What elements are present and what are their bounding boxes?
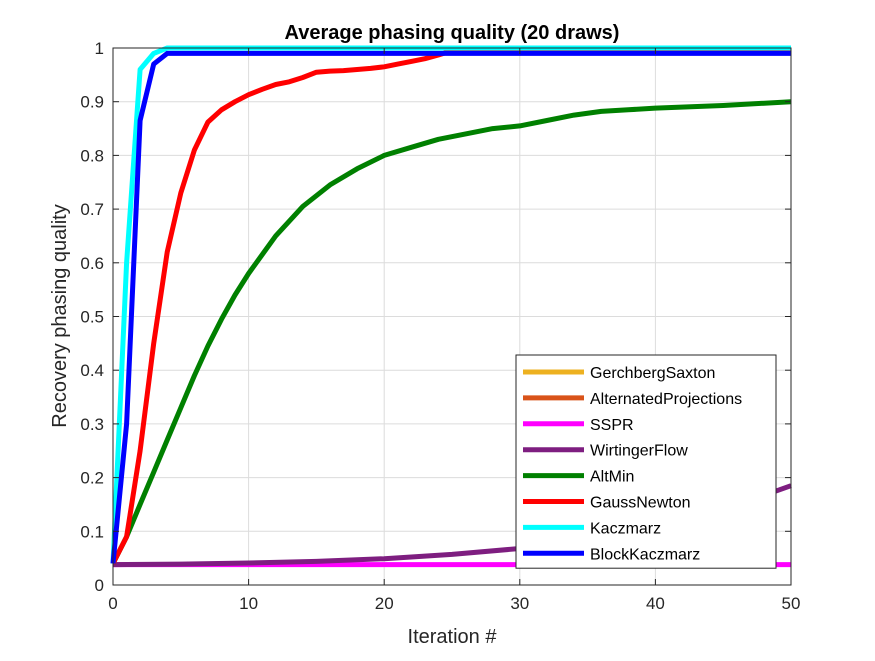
y-tick-label: 1 xyxy=(95,39,104,58)
legend-label-kaczmarz: Kaczmarz xyxy=(590,520,661,537)
y-axis-label: Recovery phasing quality xyxy=(49,204,71,427)
y-tick-label: 0.4 xyxy=(80,361,104,380)
y-tick-label: 0 xyxy=(95,576,104,595)
y-tick-label: 0.5 xyxy=(80,308,104,327)
chart-title: Average phasing quality (20 draws) xyxy=(285,22,620,44)
legend-label-sspr: SSPR xyxy=(590,417,634,434)
legend: GerchbergSaxton AlternatedProjections SSPR… xyxy=(515,354,777,569)
series-line-gaussnewton xyxy=(110,48,791,565)
legend-label-altmin: AltMin xyxy=(590,469,634,486)
legend-box xyxy=(515,354,777,569)
legend-label-gerchbergsaxton: GerchbergSaxton xyxy=(590,365,715,382)
x-tick-label: 50 xyxy=(782,594,801,613)
legend-label-alternatedprojections: AlternatedProjections xyxy=(590,391,742,408)
y-tick-label: 0.2 xyxy=(80,469,104,488)
axis-ticks: 0 10 20 30 40 50 0 0.1 0.2 0.3 0.4 0.5 0.6 0.7 0.8 0.9 1 xyxy=(80,39,800,613)
x-axis-label: Iteration # xyxy=(408,626,498,648)
legend-label-gaussnewton: GaussNewton xyxy=(590,495,691,512)
x-tick-label: 30 xyxy=(510,594,529,613)
series-line-altmin xyxy=(110,99,792,565)
x-tick-label: 20 xyxy=(375,594,394,613)
x-tick-label: 40 xyxy=(646,594,665,613)
legend-label-blockkaczmarz: BlockKaczmarz xyxy=(590,546,700,563)
x-tick-label: 0 xyxy=(108,594,117,613)
legend-label-wirtingerflow: WirtingerFlow xyxy=(590,443,688,460)
series-line-blockkaczmarz xyxy=(110,50,791,564)
y-tick-label: 0.1 xyxy=(80,522,104,541)
x-tick-label: 10 xyxy=(239,594,258,613)
y-tick-label: 0.7 xyxy=(80,200,104,219)
y-tick-label: 0.9 xyxy=(80,93,104,112)
y-tick-label: 0.3 xyxy=(80,415,104,434)
y-tick-label: 0.8 xyxy=(80,146,104,165)
y-tick-label: 0.6 xyxy=(80,254,104,273)
